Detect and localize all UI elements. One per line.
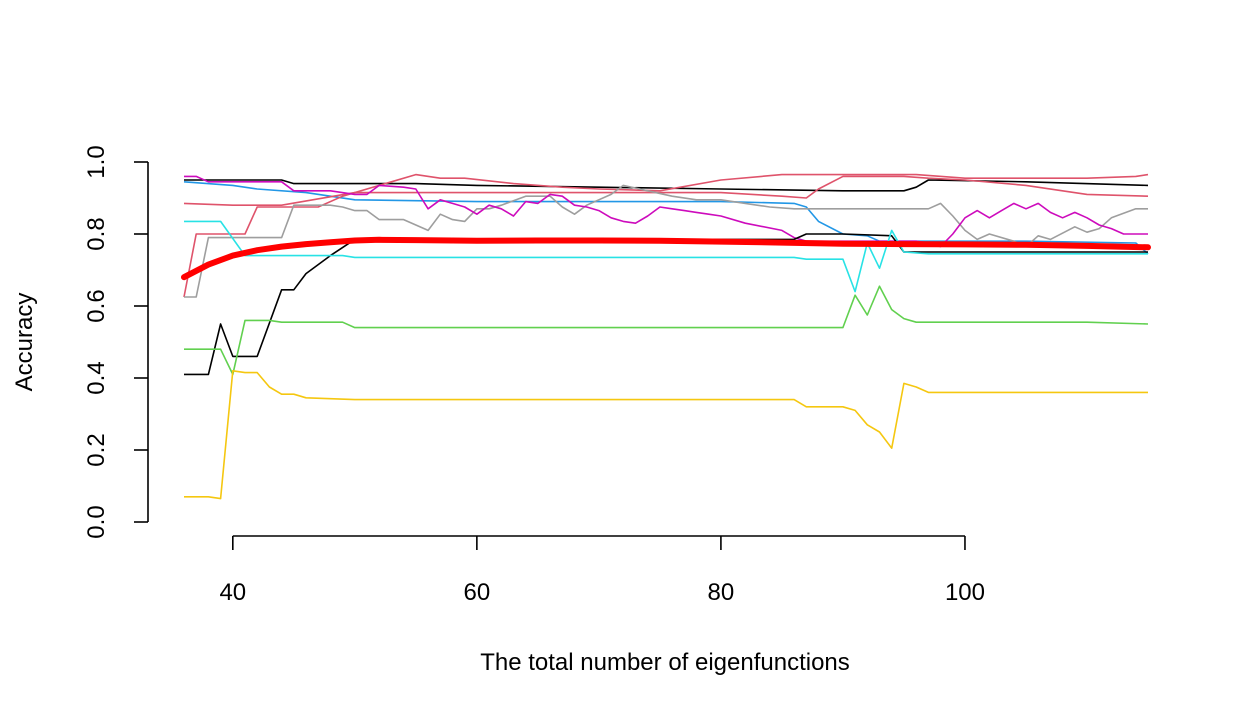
- y-tick-label: 0.4: [83, 361, 110, 394]
- series-line-1: [184, 179, 1149, 192]
- series-line-8: [184, 220, 1148, 293]
- x-axis: 40 60 80 100: [219, 535, 985, 606]
- y-tick-label: 0.8: [83, 217, 110, 250]
- series-layer: [181, 173, 1151, 500]
- series-line-6: [184, 175, 1148, 248]
- series-line-10: [184, 370, 1148, 500]
- series-line-3: [183, 175, 1149, 206]
- y-tick-label: 0.2: [83, 433, 110, 466]
- series-line-4: [183, 173, 1149, 298]
- y-axis-title: Accuracy: [11, 293, 38, 392]
- x-tick-label: 80: [708, 579, 735, 606]
- x-tick-label: 40: [219, 579, 246, 606]
- y-tick-label: 0.0: [83, 505, 110, 538]
- series-line-2: [183, 181, 1149, 255]
- y-tick-label: 0.6: [83, 289, 110, 322]
- x-tick-label: 100: [945, 579, 985, 606]
- y-axis: 0.0 0.2 0.4 0.6 0.8 1.0: [83, 145, 149, 539]
- y-tick-label: 1.0: [83, 145, 110, 178]
- x-tick-label: 60: [464, 579, 491, 606]
- series-line-mean: [181, 236, 1151, 281]
- series-line-9: [184, 285, 1149, 376]
- x-axis-title: The total number of eigenfunctions: [480, 649, 850, 676]
